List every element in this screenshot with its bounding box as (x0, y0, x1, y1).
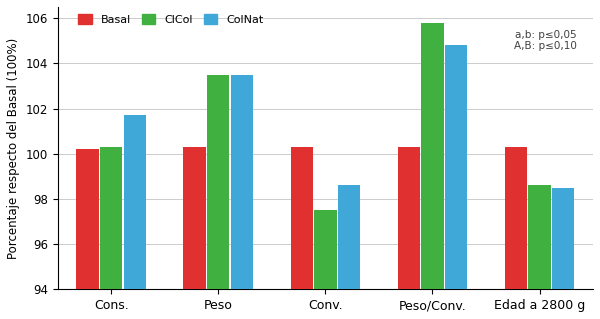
Text: a: a (512, 241, 520, 251)
Bar (207, 75, 229, 319)
Bar (100, 147, 122, 319)
Text: A: A (131, 241, 139, 251)
Text: B: B (83, 241, 92, 251)
Bar (184, 147, 206, 319)
Text: b: b (191, 241, 199, 251)
Bar (124, 115, 146, 319)
Bar (505, 147, 527, 319)
Bar (290, 147, 313, 319)
Y-axis label: Porcentaje respecto del Basal (100%): Porcentaje respecto del Basal (100%) (7, 38, 20, 259)
Bar (76, 149, 99, 319)
Bar (552, 188, 574, 319)
Bar (398, 147, 420, 319)
Bar (529, 185, 551, 319)
Text: a,b: p≤0,05
A,B: p≤0,10: a,b: p≤0,05 A,B: p≤0,10 (514, 30, 577, 51)
Text: a: a (429, 241, 436, 251)
Text: B: B (107, 241, 115, 251)
Text: B: B (322, 241, 329, 251)
Bar (421, 23, 443, 319)
Bar (445, 45, 467, 319)
Text: a: a (215, 241, 222, 251)
Bar (338, 185, 360, 319)
Text: b: b (559, 241, 567, 251)
Text: A: A (298, 241, 306, 251)
Bar (314, 210, 337, 319)
Legend: Basal, ClCol, ColNat: Basal, ClCol, ColNat (74, 10, 268, 29)
Text: b: b (405, 241, 413, 251)
Text: b: b (536, 241, 543, 251)
Text: AB: AB (341, 241, 357, 251)
Text: a: a (452, 241, 460, 251)
Bar (230, 75, 253, 319)
Text: a: a (238, 241, 245, 251)
